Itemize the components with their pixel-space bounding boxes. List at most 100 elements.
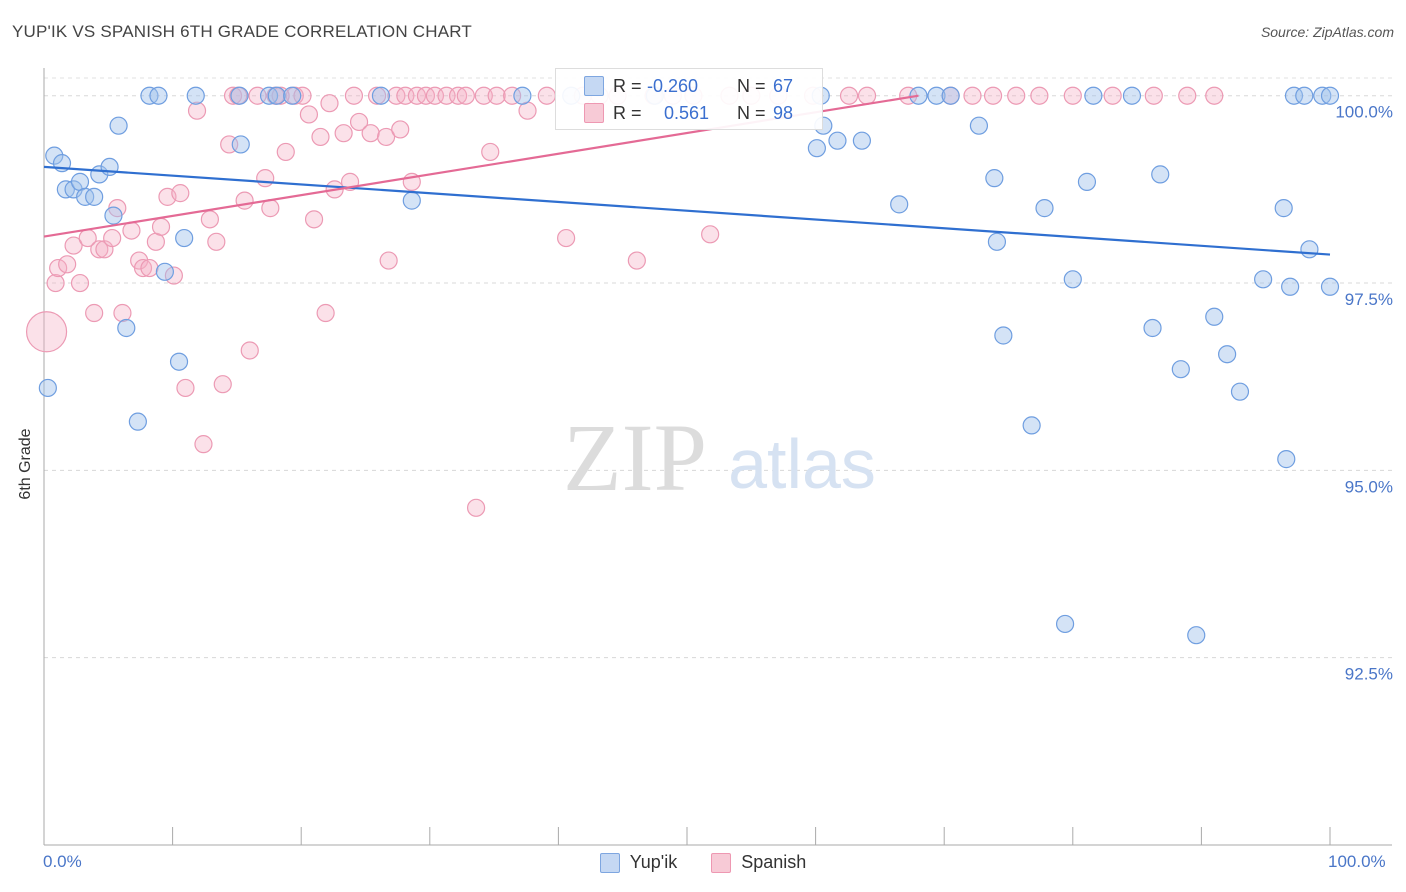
yupik-point xyxy=(109,116,128,135)
yupik-point xyxy=(1122,86,1142,105)
yupik-point xyxy=(1022,416,1041,435)
yupik-point xyxy=(1187,626,1206,645)
yupik-point xyxy=(56,180,75,199)
spanish-n-value: 98 xyxy=(773,102,794,123)
yupik-point xyxy=(230,86,249,105)
spanish-point xyxy=(70,273,90,293)
n-label: N = xyxy=(737,75,766,96)
yupik-point xyxy=(267,86,286,105)
spanish-point xyxy=(391,120,410,139)
yupik-point xyxy=(231,135,250,154)
bottom-legend: Yup'ik Spanish xyxy=(0,852,1406,873)
spanish-point xyxy=(857,86,877,105)
yupik-point xyxy=(104,206,123,225)
spanish-point xyxy=(1205,86,1224,105)
yupik-legend-swatch xyxy=(599,852,620,873)
spanish-point xyxy=(1030,86,1049,105)
yupik-n-value: 67 xyxy=(773,75,794,96)
spanish-point xyxy=(344,86,364,105)
spanish-point xyxy=(46,273,65,293)
spanish-point xyxy=(466,498,486,517)
yupik-point xyxy=(513,86,532,105)
spanish-point xyxy=(361,124,380,143)
spanish-point xyxy=(557,228,576,248)
yupik-point xyxy=(987,232,1007,251)
yupik-points xyxy=(38,86,1340,645)
yupik-point xyxy=(1277,450,1296,469)
spanish-point xyxy=(367,86,387,105)
spanish-point xyxy=(49,258,68,278)
watermark-zip: ZIP xyxy=(563,404,707,511)
yupik-point xyxy=(38,378,57,398)
yupik-point xyxy=(402,191,421,210)
yupik-point xyxy=(1205,307,1224,326)
spanish-point xyxy=(276,142,295,162)
spanish-point xyxy=(503,86,522,105)
yupik-point xyxy=(1055,614,1075,634)
spanish-point xyxy=(376,127,396,147)
spanish-point xyxy=(1178,86,1197,105)
spanish-point xyxy=(299,105,319,124)
yupik-point xyxy=(852,131,871,150)
spanish-point xyxy=(171,184,190,203)
yupik-point xyxy=(828,131,847,150)
spanish-legend-swatch xyxy=(711,852,732,873)
spanish-point xyxy=(240,341,259,360)
legend-label-spanish: Spanish xyxy=(741,852,807,872)
yupik-point xyxy=(1063,270,1082,289)
yupik-point xyxy=(1084,86,1103,105)
yupik-point xyxy=(1295,86,1314,105)
legend-item-yupik: Yup'ik xyxy=(599,852,678,873)
yupik-point xyxy=(283,86,302,105)
spanish-point xyxy=(334,124,353,143)
spanish-point xyxy=(293,86,312,105)
spanish-swatch xyxy=(584,103,604,123)
yupik-point xyxy=(1320,277,1340,296)
yupik-point xyxy=(259,86,279,105)
yupik-point xyxy=(1300,240,1319,259)
y-tick-label: 97.5% xyxy=(1345,290,1393,309)
spanish-point xyxy=(235,191,254,210)
stats-legend: R = -0.260 N = 67 R = 0.561 N = 98 xyxy=(555,68,823,130)
spanish-point xyxy=(140,258,159,278)
yupik-point xyxy=(169,352,189,371)
yupik-point xyxy=(155,262,174,281)
spanish-point xyxy=(223,86,243,105)
yupik-point xyxy=(186,86,205,105)
yupik-point xyxy=(890,195,909,214)
spanish-point xyxy=(487,86,506,105)
yupik-point xyxy=(175,228,194,248)
yupik-point xyxy=(807,139,826,158)
x-tick-min: 0.0% xyxy=(43,852,82,871)
spanish-point xyxy=(963,86,982,105)
yupik-point xyxy=(1254,270,1273,289)
n-label: N = xyxy=(737,102,766,123)
spanish-point xyxy=(627,251,646,270)
spanish-point xyxy=(194,435,213,454)
yupik-point xyxy=(149,86,168,105)
yupik-point xyxy=(969,116,989,135)
yupik-point xyxy=(1320,86,1340,105)
legend-label-yupik: Yup'ik xyxy=(629,852,678,872)
yupik-point xyxy=(1284,86,1304,105)
spanish-point xyxy=(1144,86,1163,105)
spanish-point xyxy=(85,303,104,323)
spanish-point xyxy=(58,255,77,274)
spanish-point xyxy=(151,217,171,236)
spanish-point xyxy=(839,86,859,105)
spanish-point xyxy=(983,86,1003,105)
yupik-point xyxy=(941,86,960,105)
spanish-point xyxy=(349,112,369,132)
spanish-point xyxy=(537,86,556,105)
yupik-point xyxy=(1171,360,1190,379)
axes xyxy=(43,68,1392,846)
spanish-point xyxy=(164,266,183,285)
spanish-point xyxy=(200,210,219,229)
spanish-r-value: 0.561 xyxy=(664,102,710,123)
yupik-point xyxy=(1313,86,1332,105)
yupik-point xyxy=(1274,199,1293,218)
spanish-point xyxy=(90,240,109,259)
watermark: ZIP atlas xyxy=(563,404,876,511)
spanish-point xyxy=(25,311,68,353)
